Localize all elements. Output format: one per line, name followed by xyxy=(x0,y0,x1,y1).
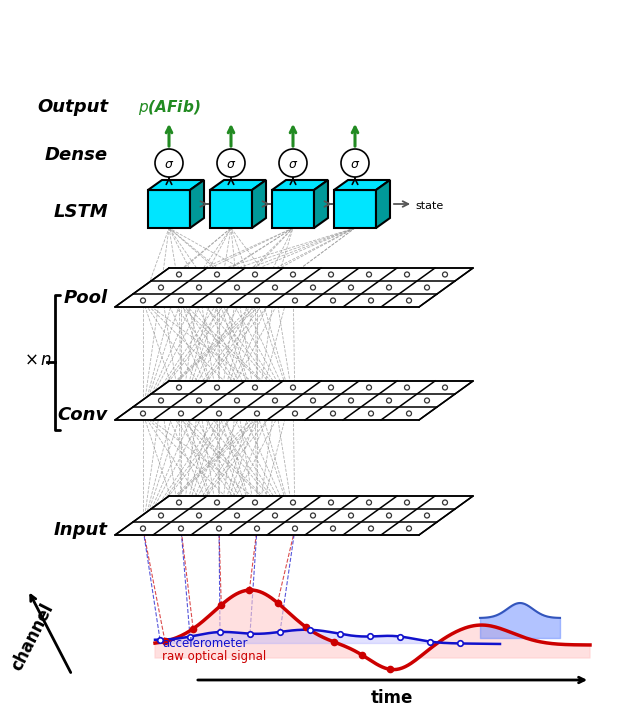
Text: $\times\,n$: $\times\,n$ xyxy=(24,351,52,369)
Text: Dense: Dense xyxy=(45,146,108,164)
Polygon shape xyxy=(252,180,266,228)
Text: $p$(AFib): $p$(AFib) xyxy=(138,98,200,117)
Text: time: time xyxy=(371,689,413,705)
Circle shape xyxy=(155,149,183,177)
Polygon shape xyxy=(115,268,473,307)
Text: Conv: Conv xyxy=(58,406,108,424)
Text: raw optical signal: raw optical signal xyxy=(162,650,266,663)
Polygon shape xyxy=(115,496,473,535)
Circle shape xyxy=(279,149,307,177)
Polygon shape xyxy=(148,190,190,228)
Polygon shape xyxy=(148,180,204,190)
Polygon shape xyxy=(376,180,390,228)
Text: $\sigma$: $\sigma$ xyxy=(164,157,174,171)
Polygon shape xyxy=(272,180,328,190)
Circle shape xyxy=(217,149,245,177)
Text: state: state xyxy=(415,201,444,211)
Text: Input: Input xyxy=(54,521,108,539)
Polygon shape xyxy=(210,190,252,228)
Polygon shape xyxy=(190,180,204,228)
Polygon shape xyxy=(272,190,314,228)
Text: Pool: Pool xyxy=(64,289,108,307)
Polygon shape xyxy=(115,381,473,420)
Text: $\sigma$: $\sigma$ xyxy=(288,157,298,171)
Polygon shape xyxy=(334,190,376,228)
Text: accelerometer: accelerometer xyxy=(162,637,248,650)
Text: Output: Output xyxy=(37,98,108,116)
Text: LSTM: LSTM xyxy=(53,203,108,221)
Text: $\sigma$: $\sigma$ xyxy=(350,157,360,171)
Polygon shape xyxy=(314,180,328,228)
Text: channel: channel xyxy=(7,600,57,674)
Polygon shape xyxy=(334,180,390,190)
Circle shape xyxy=(341,149,369,177)
Polygon shape xyxy=(210,180,266,190)
Text: $\sigma$: $\sigma$ xyxy=(226,157,236,171)
